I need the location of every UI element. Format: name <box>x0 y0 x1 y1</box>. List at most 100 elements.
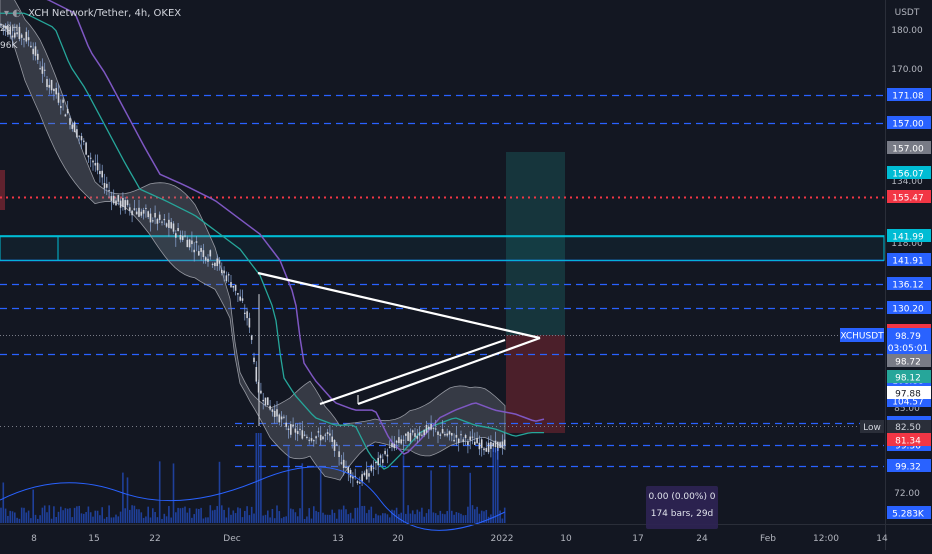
price-label-tag[interactable] <box>887 253 931 266</box>
countdown-text: 03:05:01 <box>888 344 928 354</box>
candle-body <box>292 424 294 427</box>
candle-body <box>221 269 223 274</box>
time-axis-label: 12:00 <box>813 534 839 544</box>
candle-body <box>278 414 281 423</box>
volume-bar <box>7 515 9 523</box>
candle-body <box>87 155 90 158</box>
candle-body <box>175 233 177 238</box>
volume-bar <box>322 512 324 523</box>
volume-bar <box>163 513 166 523</box>
volume-bar <box>333 512 336 523</box>
price-label-tag[interactable] <box>887 301 931 314</box>
candle-body <box>71 124 74 129</box>
symbol-title: XCH Network/Tether, 4h, OKEX <box>28 8 182 19</box>
volume-bar <box>73 507 76 523</box>
candle-body <box>11 35 14 38</box>
low-label-tag[interactable] <box>887 386 931 399</box>
price-label-text: 157.00 <box>892 145 924 155</box>
candle-body <box>478 442 481 450</box>
volume-bar <box>448 464 451 523</box>
candle-body <box>287 428 290 430</box>
candle-body <box>379 455 382 459</box>
price-label-tag[interactable] <box>887 229 931 242</box>
volume-bar <box>191 517 193 523</box>
candle-body <box>382 459 384 463</box>
volume-bar <box>122 472 124 523</box>
volume-bar <box>55 516 57 523</box>
candle-body <box>338 451 340 458</box>
volume-bar <box>400 512 402 523</box>
volume-bar <box>255 433 258 523</box>
candle-body <box>377 457 379 466</box>
volume-bar <box>276 505 278 523</box>
triangle-channel-line[interactable] <box>319 338 506 406</box>
time-axis-label: 24 <box>696 534 708 544</box>
triangle-upper-line[interactable] <box>257 271 541 340</box>
volume-bar <box>156 517 159 523</box>
price-label-text: 141.99 <box>892 233 924 243</box>
candle-body <box>487 442 490 453</box>
candle-body <box>501 441 504 449</box>
volume-bar <box>138 509 140 523</box>
volume-bar <box>285 516 287 523</box>
time-axis-label: 10 <box>560 534 572 544</box>
price-label-tag[interactable] <box>887 190 931 203</box>
candle-body <box>223 270 225 274</box>
volume-bar <box>23 507 25 523</box>
volume-bar <box>476 506 478 523</box>
low-marker-tag[interactable] <box>860 420 884 433</box>
volume-bar <box>142 517 145 523</box>
bottom-label-tag[interactable] <box>887 433 931 446</box>
bottom-label-tag[interactable] <box>887 506 931 519</box>
volume-bar <box>264 514 267 523</box>
volume-bar <box>391 509 393 523</box>
volume-bar <box>377 515 379 523</box>
price-label-tag[interactable] <box>887 116 931 129</box>
candle-body <box>398 437 400 443</box>
volume-bar <box>388 517 391 523</box>
price-label-tag[interactable] <box>887 166 931 179</box>
triangle-lower-line[interactable] <box>357 336 541 406</box>
symbol-legend[interactable]: ▾ ◐ XCH Network/Tether, 4h, OKEX <box>4 8 181 19</box>
candle-body <box>158 214 161 220</box>
volume-bar <box>193 514 195 523</box>
volume-bar <box>202 518 205 523</box>
candle-body <box>16 32 18 35</box>
low-label-tag[interactable] <box>887 370 931 383</box>
candle-body <box>60 106 62 108</box>
candle-body <box>191 240 193 245</box>
volume-bar <box>303 518 306 523</box>
candle-body <box>303 434 306 436</box>
candle-body <box>322 436 324 440</box>
current-price-tag[interactable] <box>887 328 931 354</box>
low-value-text: 82.50 <box>895 423 921 433</box>
time-axis-label: 8 <box>31 534 37 544</box>
candle-body <box>43 69 46 71</box>
symbol-icon: ▾ ◐ <box>4 8 21 19</box>
volume-bar <box>370 506 373 523</box>
volume-bar <box>292 509 294 523</box>
volume-bar <box>338 509 340 523</box>
candle-body <box>2 26 5 28</box>
price-label-text: 130.20 <box>892 305 924 315</box>
candle-body <box>46 79 48 88</box>
range-box[interactable] <box>0 235 885 261</box>
volume-bar <box>457 512 460 523</box>
low-label-tag[interactable] <box>887 354 931 367</box>
volume-bar <box>158 461 161 523</box>
price-label-tag[interactable] <box>887 88 931 101</box>
volume-bar <box>237 507 239 523</box>
candle-body <box>354 475 356 477</box>
low-value-tag[interactable] <box>887 420 931 433</box>
candle-body <box>83 140 85 142</box>
volume-bar <box>216 506 218 523</box>
volume-bar <box>184 506 186 523</box>
volume-bar <box>154 512 156 523</box>
candle-body <box>457 438 460 443</box>
price-label-tag[interactable] <box>887 277 931 290</box>
symbol-tag[interactable] <box>840 328 884 342</box>
price-label-tag[interactable] <box>887 141 931 154</box>
price-label-tag[interactable] <box>887 459 931 472</box>
